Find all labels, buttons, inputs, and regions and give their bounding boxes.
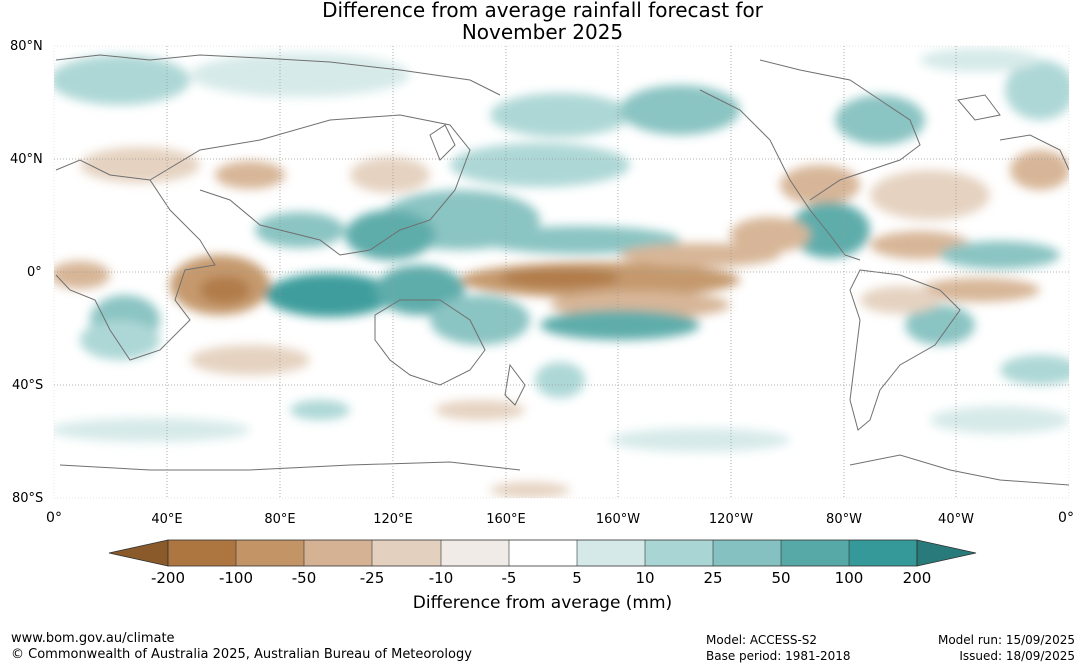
lon-label-160w: 160°W (595, 512, 641, 527)
colorbar (108, 539, 977, 567)
model-run-text: Model run: 15/09/2025 (937, 633, 1075, 647)
graticule (54, 46, 1069, 498)
lon-label-0-left: 0° (46, 510, 62, 526)
issued-date-text: Issued: 18/09/2025 (959, 649, 1075, 663)
lat-label-80s: 80°S (12, 491, 44, 506)
lon-label-120e: 120°E (373, 512, 413, 527)
lat-label-40s: 40°S (12, 378, 44, 393)
colorbar-label: 25 (703, 569, 723, 587)
colorbar-label: -200 (150, 569, 186, 587)
colorbar-title: Difference from average (mm) (412, 593, 673, 613)
lon-label-80e: 80°E (264, 512, 296, 527)
colorbar-label: 5 (572, 569, 582, 587)
map-title-line2: November 2025 (461, 20, 624, 44)
lon-label-160e: 160°E (486, 512, 526, 527)
lon-label-120w: 120°W (708, 512, 754, 527)
anomaly-field (54, 46, 1069, 498)
model-text: Model: ACCESS-S2 (706, 633, 818, 647)
base-period-text: Base period: 1981-2018 (706, 649, 851, 663)
lon-label-0-right: 0° (1058, 510, 1074, 526)
lat-label-40n: 40°N (10, 152, 43, 167)
colorbar-label: 10 (635, 569, 655, 587)
colorbar-label: -50 (291, 569, 317, 587)
colorbar-label: 50 (771, 569, 791, 587)
colorbar-label: -100 (218, 569, 254, 587)
colorbar-label: 100 (834, 569, 864, 587)
colorbar-label: -25 (359, 569, 385, 587)
map-title-line1: Difference from average rainfall forecas… (322, 0, 763, 22)
website-link[interactable]: www.bom.gov.au/climate (11, 631, 175, 646)
lat-label-80n: 80°N (10, 39, 43, 54)
colorbar-label: -5 (501, 569, 517, 587)
colorbar-label: 200 (902, 569, 932, 587)
lon-label-40e: 40°E (151, 512, 183, 527)
lon-label-40w: 40°W (938, 512, 974, 527)
lon-label-80w: 80°W (826, 512, 862, 527)
coastlines (55, 54, 1069, 486)
copyright-text: © Commonwealth of Australia 2025, Austra… (11, 647, 472, 662)
colorbar-label: -10 (428, 569, 454, 587)
lat-label-equator: 0° (27, 265, 42, 280)
